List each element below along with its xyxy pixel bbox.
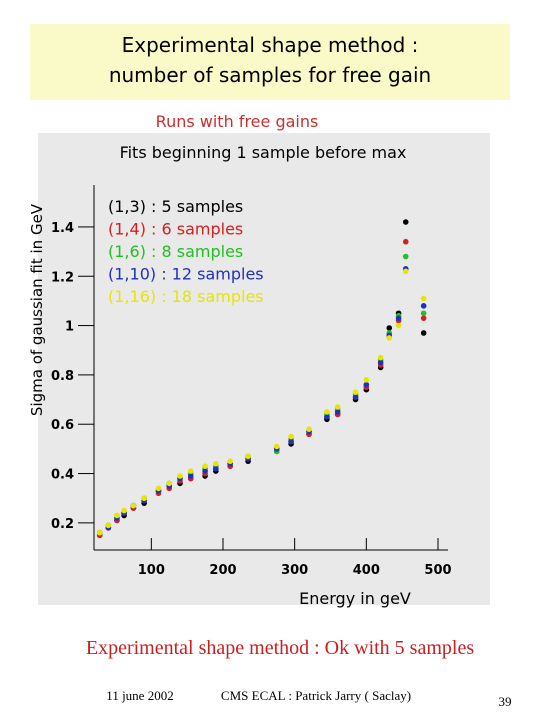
point (386, 325, 393, 331)
point (306, 426, 312, 432)
point (377, 359, 384, 366)
point (202, 468, 208, 474)
y-tick-label: 0.4 (51, 468, 74, 483)
footer-date: 11 june 2002 (106, 688, 173, 703)
legend-entry: (1,10) : 12 samples (108, 265, 264, 284)
point (141, 495, 147, 502)
point (288, 438, 294, 445)
page-number: 39 (499, 694, 512, 709)
point (420, 330, 427, 336)
point (402, 238, 409, 245)
point (202, 463, 208, 469)
point (177, 473, 183, 479)
point (420, 315, 427, 321)
point (227, 458, 233, 465)
legend-entry: (1,16) : 18 samples (108, 287, 264, 306)
y-tick-label: 1.4 (51, 221, 74, 236)
point (114, 512, 120, 519)
point (352, 394, 359, 400)
point (352, 389, 359, 395)
point (334, 404, 341, 410)
slide-title: Experimental shape method : (122, 33, 419, 57)
point (187, 473, 194, 479)
point (402, 219, 409, 225)
point (395, 315, 402, 321)
point (130, 502, 137, 509)
conclusion: Experimental shape method : Ok with 5 sa… (86, 637, 474, 659)
chart-subtitle: Fits beginning 1 sample before max (120, 143, 407, 162)
point (420, 303, 427, 309)
point (213, 465, 219, 472)
point (121, 507, 127, 514)
point (245, 453, 251, 460)
chart-title: Runs with free gains (156, 112, 319, 131)
x-tick-label: 300 (281, 563, 308, 578)
y-tick-label: 0.8 (51, 369, 74, 384)
legend-entry: (1,6) : 8 samples (108, 242, 243, 261)
point (213, 460, 219, 467)
title-box (30, 24, 510, 100)
plot: 0.2 0.4 0.6 0.8 1 1.2 1.4 100 200 300 400 500 (1,3) … (51, 185, 452, 578)
point (402, 253, 409, 260)
point (402, 268, 409, 275)
point (96, 529, 103, 536)
point (155, 485, 162, 492)
chart-panel (38, 133, 490, 605)
y-tick-label: 1.2 (51, 270, 74, 285)
point (187, 468, 194, 474)
y-tick-label: 0.2 (51, 517, 74, 532)
point (363, 377, 370, 383)
x-tick-label: 100 (138, 563, 165, 578)
point (334, 409, 341, 415)
x-tick-label: 500 (424, 563, 451, 578)
point (324, 409, 330, 415)
legend-entry: (1,3) : 5 samples (108, 197, 243, 216)
point (273, 443, 280, 450)
point (395, 322, 402, 329)
point (420, 295, 427, 302)
slide-title: number of samples for free gain (109, 63, 431, 87)
x-tick-label: 200 (209, 563, 236, 578)
x-axis-label: Energy in geV (299, 589, 411, 608)
y-axis-label: Sigma of gaussian fit in GeV (28, 203, 46, 416)
point (166, 480, 173, 487)
point (288, 433, 294, 440)
legend-entry: (1,4) : 6 samples (108, 220, 243, 239)
point (105, 522, 112, 529)
point (386, 335, 393, 341)
y-tick-label: 1 (65, 320, 74, 335)
point (324, 414, 330, 420)
point (363, 381, 370, 388)
footer-author: CMS ECAL : Patrick Jarry ( Saclay) (221, 688, 411, 703)
y-tick-label: 0.6 (51, 418, 74, 433)
point (420, 310, 427, 317)
point (377, 354, 384, 361)
x-tick-label: 400 (353, 563, 380, 578)
